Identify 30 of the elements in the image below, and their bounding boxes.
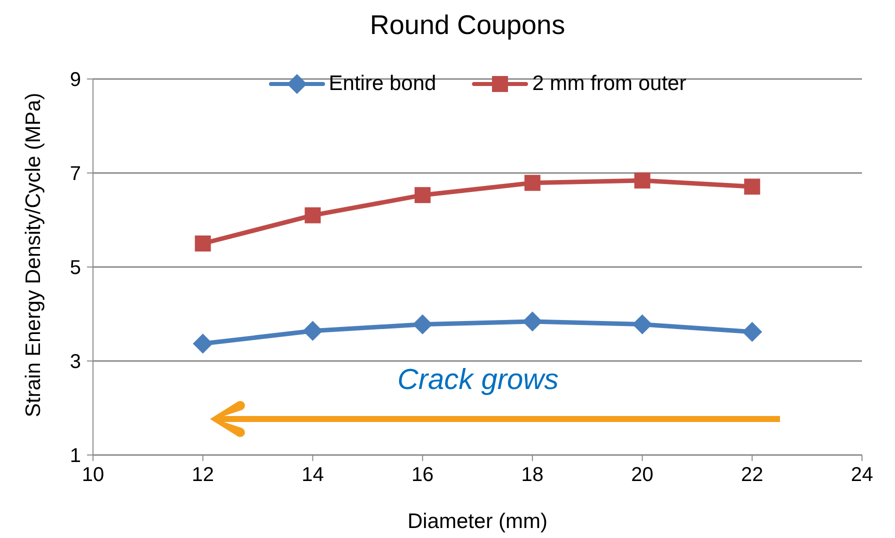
x-tick-label: 16 [411,464,434,486]
point [302,320,323,341]
point [744,178,760,195]
point [304,207,321,224]
x-tick-label: 24 [850,464,874,486]
x-tick-label: 10 [82,464,104,486]
x-tick-label: 20 [631,464,654,486]
point [742,322,762,342]
legend-label: 2 mm from outer [532,72,686,96]
x-tick-label: 14 [302,464,324,486]
y-tick-label: 7 [70,163,81,186]
y-axis-title: Strain Energy Density/Cycle (MPa) [22,92,45,418]
point [194,236,211,252]
point [192,334,213,354]
y-tick-label: 1 [70,445,81,468]
x-tick-label: 12 [192,464,214,486]
annotation: Crack grows [397,364,559,396]
chart-title: Round Coupons [370,10,566,40]
point [412,314,433,334]
y-tick-label: 5 [70,257,81,280]
point [414,187,431,204]
x-axis-title: Diameter (mm) [408,510,548,533]
y-tick-label: 9 [70,69,81,92]
x-tick-label: 18 [521,464,544,486]
point [524,174,540,191]
legend-label: Entire bond [328,72,436,96]
y-tick-label: 3 [70,351,81,374]
point [632,314,652,334]
point [634,172,650,189]
x-tick-label: 22 [741,464,764,486]
